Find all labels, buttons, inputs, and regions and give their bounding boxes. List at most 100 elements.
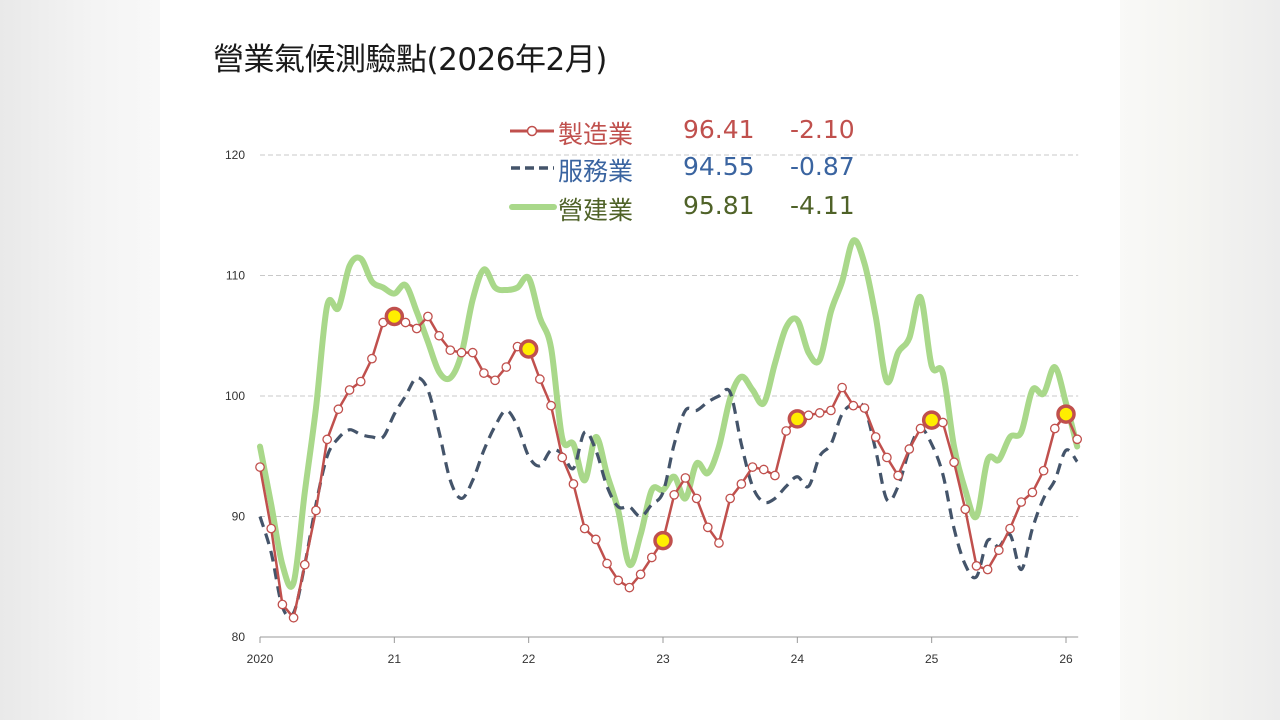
data-point	[333, 404, 344, 415]
data-point	[893, 470, 903, 481]
y-tick-label: 120	[225, 148, 245, 162]
data-point	[904, 444, 915, 454]
x-tick-label: 23	[656, 652, 670, 666]
series-line-construction	[257, 237, 1081, 590]
y-tick-label: 80	[232, 630, 246, 644]
data-point	[311, 505, 321, 516]
highlight-point	[518, 339, 539, 359]
data-point	[344, 385, 355, 395]
x-tick-label: 24	[791, 652, 805, 666]
highlight-point	[653, 530, 673, 551]
data-point	[993, 545, 1004, 556]
data-point	[602, 558, 612, 569]
data-point	[960, 504, 971, 515]
data-point	[747, 462, 758, 472]
data-point	[1072, 434, 1083, 445]
data-point	[870, 432, 881, 442]
data-point	[837, 382, 847, 393]
data-point	[848, 400, 859, 411]
chart-title: 營業氣候測驗點(2026年2月)	[213, 42, 607, 78]
legend-name: 製造業	[558, 120, 634, 149]
data-point	[579, 523, 590, 534]
data-point	[725, 493, 736, 504]
data-point	[456, 347, 467, 358]
left-backdrop	[0, 0, 160, 720]
legend-latest: 94.55	[683, 152, 755, 181]
data-point	[423, 311, 433, 322]
legend-change: -2.10	[790, 115, 855, 144]
data-point	[982, 564, 993, 575]
data-point	[299, 559, 310, 570]
data-point	[736, 479, 747, 489]
x-tick-label: 25	[925, 652, 939, 666]
data-point	[770, 470, 780, 481]
highlight-point	[787, 409, 808, 429]
data-point	[400, 317, 411, 328]
data-point	[1016, 497, 1027, 507]
highlight-point	[1056, 404, 1076, 424]
data-point	[613, 575, 624, 586]
x-tick-label: 22	[522, 652, 536, 666]
series-line-services	[258, 376, 1079, 619]
data-point	[691, 493, 702, 504]
manufacturing-markers	[255, 306, 1083, 623]
data-point	[490, 375, 500, 386]
data-point	[411, 323, 422, 334]
legend-latest: 95.81	[683, 191, 755, 220]
legend-latest: 96.41	[683, 115, 755, 144]
data-point	[479, 368, 489, 378]
data-point	[949, 457, 959, 468]
data-point	[434, 330, 444, 341]
data-point	[546, 400, 556, 411]
data-point	[669, 489, 680, 500]
data-point	[1038, 465, 1049, 476]
data-point	[702, 522, 713, 533]
legend-name: 營建業	[558, 196, 634, 225]
data-point	[624, 582, 635, 593]
data-point	[646, 552, 657, 563]
data-point	[758, 464, 769, 475]
data-point	[971, 561, 982, 571]
y-tick-label: 90	[232, 510, 246, 524]
data-point	[557, 452, 568, 463]
y-tick-label: 110	[226, 269, 245, 283]
data-point	[535, 374, 545, 384]
data-point	[501, 362, 512, 372]
legend-marker	[526, 125, 538, 137]
data-point	[355, 376, 366, 387]
data-point	[277, 599, 288, 610]
legend-change: -0.87	[790, 152, 855, 181]
data-point	[814, 408, 825, 418]
data-point	[781, 426, 791, 436]
data-point	[803, 410, 814, 421]
legend-name: 服務業	[558, 157, 634, 186]
data-point	[467, 347, 478, 358]
data-point	[266, 523, 277, 534]
data-point	[568, 479, 579, 489]
data-point	[288, 612, 299, 623]
data-point	[714, 538, 724, 548]
x-tick-label: 2020	[247, 652, 274, 666]
data-point	[322, 434, 333, 445]
data-point	[1005, 523, 1015, 534]
data-point	[859, 403, 870, 413]
highlight-point	[921, 410, 942, 430]
data-point	[826, 405, 836, 416]
data-point	[635, 569, 646, 580]
highlight-point	[384, 306, 405, 327]
data-point	[255, 462, 265, 472]
data-point	[938, 417, 948, 428]
data-point	[1027, 487, 1038, 498]
x-tick-label: 26	[1059, 652, 1073, 666]
data-point	[882, 452, 892, 463]
right-backdrop	[1120, 0, 1280, 720]
y-tick-label: 100	[225, 389, 245, 403]
x-tick-label: 21	[388, 652, 402, 666]
legend-change: -4.11	[790, 191, 855, 220]
data-point	[1049, 423, 1060, 434]
data-point	[445, 345, 456, 356]
data-point	[367, 353, 377, 364]
data-point	[915, 423, 926, 434]
data-point	[590, 534, 601, 545]
